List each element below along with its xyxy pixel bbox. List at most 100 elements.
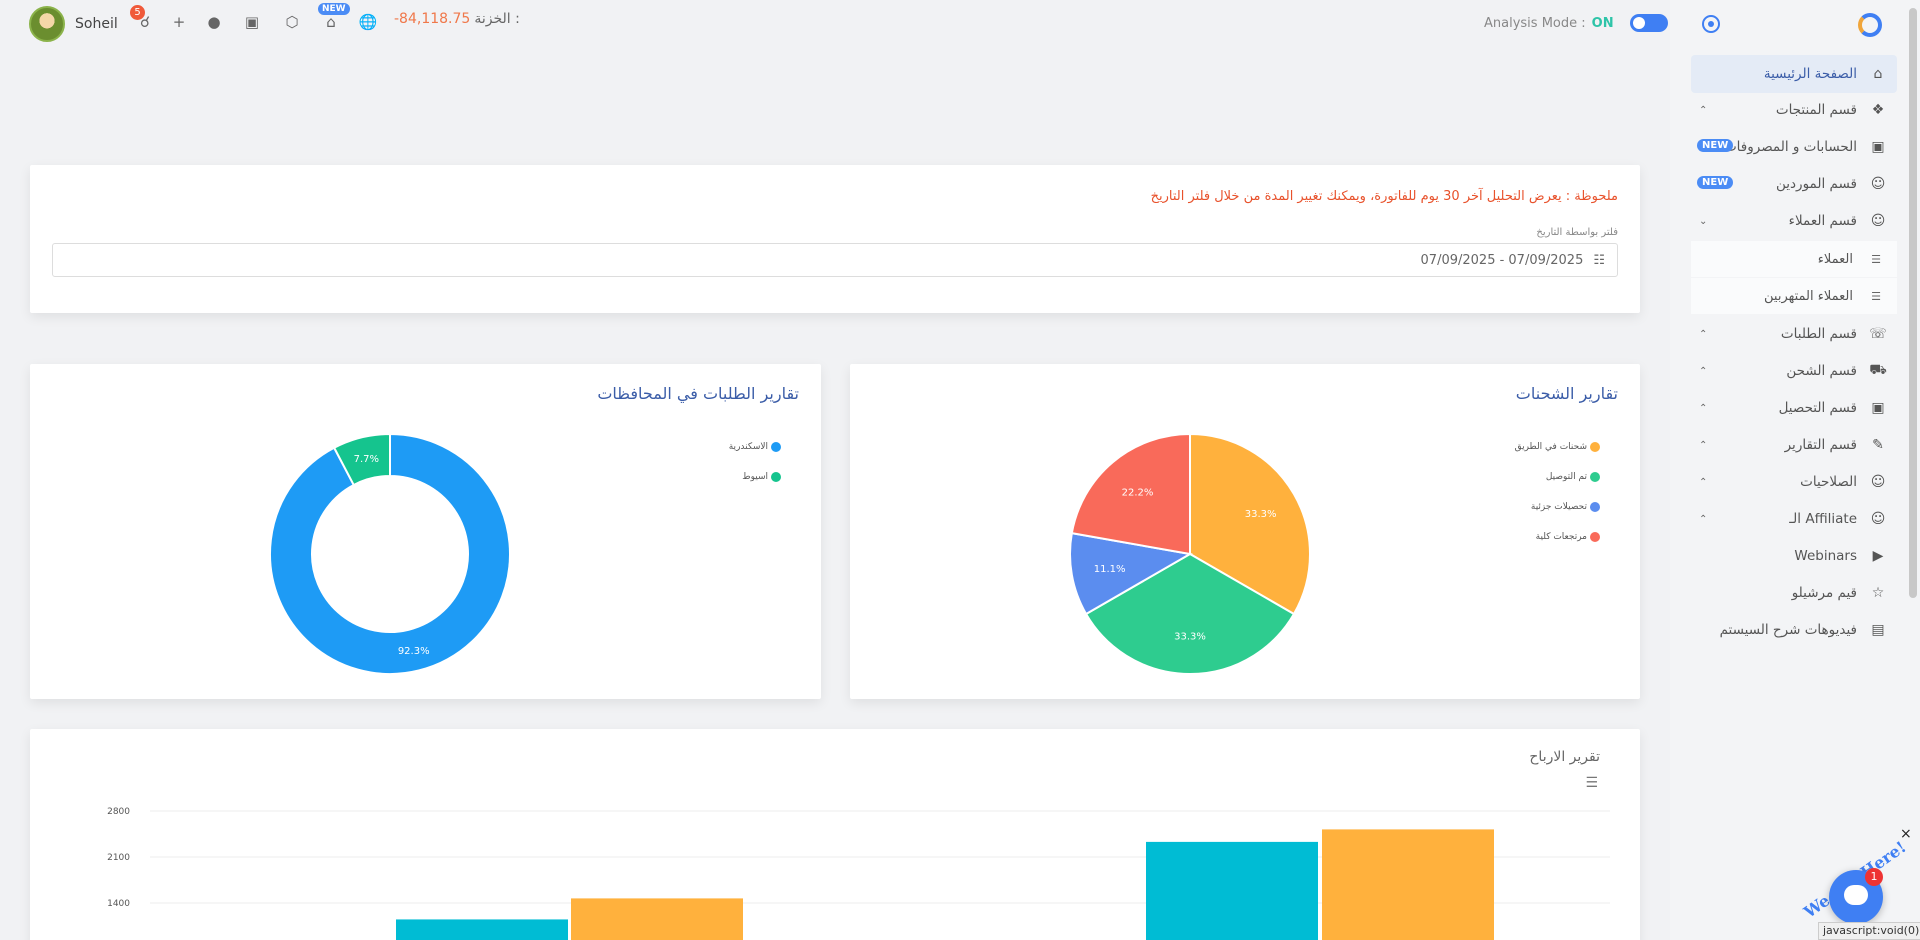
user-icon: ☺ [1870,511,1886,527]
profits-bar-chart: 1400 2100 2800 [107,807,1610,940]
sidebar-subitem-evasive-customers[interactable]: العملاء المتهربين ☰ [1691,278,1897,314]
legend-item[interactable]: اسيوط [729,462,781,492]
target-icon[interactable] [1702,15,1720,33]
chat-unread-badge: 1 [1865,868,1883,886]
analysis-mode-label: Analysis Mode : [1484,15,1586,31]
sidebar-subitem-customers[interactable]: العملاء ☰ [1691,241,1897,277]
legend-swatch [771,472,781,482]
sidebar-item-customers[interactable]: ⌄ قسم العملاء ☺ [1691,202,1897,240]
shipments-pie-chart: 33.3% 33.3% 11.1% 22.2% [1069,432,1311,675]
sidebar-item-label: قسم التحصيل [1778,400,1857,416]
sidebar-item-label: قسم الشحن [1786,363,1857,379]
headset-icon: ☏ [1869,326,1887,342]
sidebar-subitem-label: العملاء المتهربين [1764,288,1853,304]
user-icon: ☺ [1870,474,1886,490]
balance-label: الخزنة : [474,11,520,27]
slice-label: 22.2% [1122,487,1154,498]
date-range-input[interactable]: 07/09/2025 - 07/09/2025 ☷ [52,243,1618,277]
sidebar-item-permissions[interactable]: ⌃ الصلاحيات ☺ [1691,463,1897,501]
legend-item[interactable]: تم التوصيل [1515,462,1600,492]
circle-icon[interactable]: ● [207,13,221,31]
sidebar: الصفحة الرئيسية ⌂ ⌃ قسم المنتجات ❖ NEW ا… [1670,0,1920,940]
chevron-down-icon: ⌄ [1699,215,1708,227]
wallet-icon: ▣ [1871,139,1885,155]
cash-icon: ▣ [1871,400,1885,416]
legend-item[interactable]: تحصيلات جزئية [1515,492,1600,522]
sidebar-item-system-videos[interactable]: فيديوهات شرح السيستم ▤ [1691,611,1897,649]
bar[interactable] [571,898,743,940]
sidebar-item-reports[interactable]: ⌃ قسم التقارير ✎ [1691,426,1897,464]
pie-slice[interactable] [269,432,511,675]
avatar[interactable] [29,6,65,42]
plus-icon[interactable]: + [172,13,186,31]
chat-close-icon[interactable]: × [1900,826,1912,842]
legend-label: شحنات في الطريق [1514,442,1587,452]
home-icon: ⌂ [1873,66,1883,82]
sidebar-item-label: الصفحة الرئيسية [1763,66,1857,82]
sidebar-item-suppliers[interactable]: NEW قسم الموردين ☺ [1691,165,1897,203]
legend-item[interactable]: الاسكندرية [729,432,781,462]
sidebar-item-home[interactable]: الصفحة الرئيسية ⌂ [1691,55,1897,93]
analysis-mode: Analysis Mode : ON [1484,14,1668,32]
cash-icon[interactable]: ▣ [244,13,260,31]
sidebar-item-collection[interactable]: ⌃ قسم التحصيل ▣ [1691,389,1897,427]
menu-icon[interactable]: ☰ [1585,775,1598,791]
sidebar-item-label: قسم التقارير [1784,437,1857,453]
store-icon[interactable]: ⌂ NEW [318,3,350,31]
slice-label: 33.3% [1245,509,1277,520]
sidebar-scrollbar[interactable] [1909,8,1917,598]
sidebar-item-affiliate[interactable]: ⌃ الـ Affiliate ☺ [1691,500,1897,538]
pie-slice[interactable] [1069,532,1193,616]
chevron-up-icon: ⌃ [1699,476,1708,488]
notification-count-badge: 5 [130,5,145,20]
video-icon: ▶ [1872,548,1884,564]
new-badge: NEW [318,3,350,15]
chevron-up-icon: ⌃ [1699,365,1708,377]
slice-label: 33.3% [1174,632,1206,643]
legend-item[interactable]: شحنات في الطريق [1515,432,1600,462]
legend-swatch [1590,442,1600,452]
pie-slice[interactable] [332,432,391,487]
legend-label: اسيوط [742,472,768,482]
bar[interactable] [396,919,568,940]
pie-slice[interactable] [1070,432,1191,556]
shipments-legend: شحنات في الطريق تم التوصيل تحصيلات جزئية مر… [1515,432,1600,552]
pie-slice[interactable] [1189,432,1311,616]
sidebar-item-label: فيديوهات شرح السيستم [1719,622,1857,638]
sidebar-item-products[interactable]: ⌃ قسم المنتجات ❖ [1691,91,1897,129]
sidebar-item-label: قسم الموردين [1776,176,1857,192]
sidebar-item-shipping[interactable]: ⌃ قسم الشحن ⛟ [1691,352,1897,390]
sidebar-item-label: الصلاحيات [1800,474,1857,490]
sidebar-item-webinars[interactable]: Webinars ▶ [1691,537,1897,575]
chevron-up-icon: ⌃ [1699,328,1708,340]
cube-icon[interactable]: ⬡ [285,13,299,31]
sidebar-item-label: قسم الطلبات [1780,326,1857,342]
governorates-legend: الاسكندرية اسيوط [729,432,781,492]
user-menu[interactable]: Soheil [29,6,118,42]
sidebar-item-values[interactable]: قيم مرشيلو ☆ [1691,574,1897,612]
slice-label: 92.3% [398,646,430,657]
sidebar-item-label: قسم المنتجات [1775,102,1857,118]
analysis-note: ملحوظة : يعرض التحليل آخر 30 يوم للفاتور… [1150,189,1618,204]
analysis-mode-toggle[interactable] [1629,14,1668,32]
bar[interactable] [1146,841,1318,940]
legend-label: تحصيلات جزئية [1530,502,1587,512]
user-icon: ☺ [1870,213,1886,229]
legend-item[interactable]: مرتجعات كلية [1515,522,1600,552]
logo[interactable] [1858,13,1882,37]
sidebar-item-accounts[interactable]: NEW الحسابات و المصروفات ▣ [1691,128,1897,166]
user-name: Soheil [75,16,118,32]
sidebar-item-orders[interactable]: ⌃ قسم الطلبات ☏ [1691,315,1897,353]
legend-label: تم التوصيل [1545,472,1587,482]
globe-icon[interactable]: 🌐 [358,13,378,31]
chevron-up-icon: ⌃ [1699,402,1708,414]
date-filter-card: ملحوظة : يعرض التحليل آخر 30 يوم للفاتور… [30,165,1640,313]
bell-icon[interactable]: ☌ 5 [130,5,154,31]
profits-report-title: تقرير الارباح [1529,749,1600,765]
sidebar-item-label: قسم العملاء [1788,213,1857,229]
pie-slice[interactable] [1084,552,1296,675]
bar[interactable] [1322,829,1494,940]
truck-icon: ⛟ [1869,362,1887,378]
status-bar-url: javascript:void(0); [1818,922,1920,940]
report-icon: ✎ [1872,437,1884,453]
